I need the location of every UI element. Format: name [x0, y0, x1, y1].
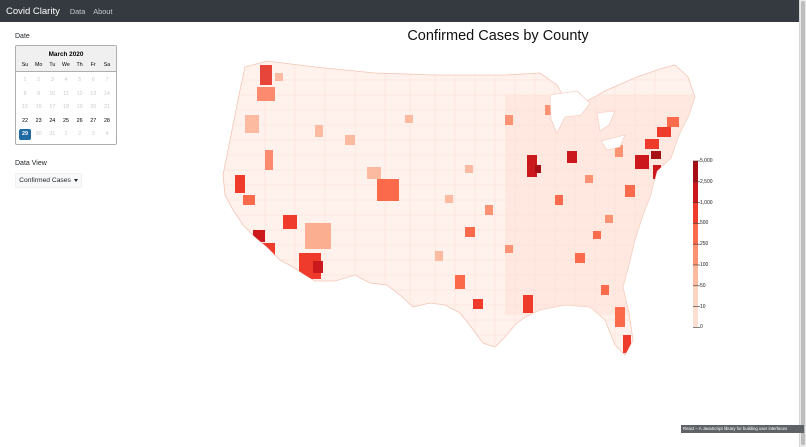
date-picker-week: 1 2 3 4 5 6 7 — [19, 74, 113, 88]
date-day: 5 — [78, 77, 82, 84]
date-day: 1 — [64, 131, 68, 138]
date-day: 13 — [90, 90, 97, 97]
legend-label: 0 — [700, 324, 703, 331]
date-day: 3 — [91, 131, 95, 138]
legend-label: 500 — [700, 220, 709, 227]
date-day: 20 — [90, 104, 97, 111]
date-picker-grid: 1 2 3 4 5 6 7 8 9 10 11 12 13 14 15 16 17 18 19 20 21 22 23 24 2… — [19, 74, 113, 142]
date-day: 21 — [103, 104, 110, 111]
date-day: 19 — [76, 104, 83, 111]
date-day[interactable]: 24 — [49, 117, 56, 124]
data-view-selected: Confirmed Cases — [19, 177, 71, 184]
date-day: 4 — [64, 77, 68, 84]
legend-swatch — [693, 223, 698, 245]
legend-swatch — [693, 244, 698, 265]
legend-label: 100 — [700, 262, 709, 268]
date-day[interactable]: 25 — [62, 117, 69, 124]
date-day: 17 — [49, 104, 56, 111]
map-title: Confirmed Cases by County — [407, 28, 589, 44]
top-navbar: Covid Clarity Data About — [0, 0, 806, 22]
weekday-label: Th — [76, 62, 83, 68]
date-day: 12 — [76, 90, 83, 97]
legend-label: 10 — [700, 303, 706, 310]
date-day: 30 — [35, 131, 42, 138]
county-choropleth-map[interactable] — [205, 55, 705, 370]
date-picker-week: 8 9 10 11 12 13 14 — [19, 88, 113, 102]
date-picker-month: March 2020 — [48, 51, 84, 58]
date-day: 7 — [105, 77, 109, 84]
date-day: 14 — [103, 90, 110, 97]
date-picker: March 2020 Su Mo Tu We Th Fr Sa 1 2 3 4 5 6 7 8 9 10 11 1… — [15, 45, 117, 145]
nav-link-about[interactable]: About — [93, 6, 113, 16]
legend-label: 1,000 — [700, 199, 713, 206]
date-label: Date — [15, 33, 30, 40]
weekday-label: Mo — [34, 62, 43, 68]
vertical-scrollbar[interactable] — [799, 0, 806, 447]
legend-label: 50 — [700, 282, 706, 289]
legend-swatch — [693, 202, 698, 224]
date-picker-week: 22 23 24 25 26 27 28 — [19, 115, 113, 129]
date-picker-week: 15 16 17 18 19 20 21 — [19, 101, 113, 115]
date-day: 16 — [35, 104, 42, 111]
weekday-row: Su Mo Tu We Th Fr Sa — [19, 62, 113, 68]
legend-label: 5,000 — [700, 158, 713, 164]
date-day: 31 — [49, 131, 56, 138]
legend-swatch — [693, 181, 698, 203]
weekday-label: Tu — [49, 62, 56, 68]
legend-label: 250 — [700, 241, 709, 248]
date-day: 10 — [49, 90, 56, 97]
date-day[interactable]: 27 — [90, 117, 97, 124]
date-picker-header: March 2020 Su Mo Tu We Th Fr Sa — [16, 46, 116, 72]
date-day: 9 — [37, 90, 41, 97]
date-day: 2 — [37, 77, 41, 84]
legend-swatch — [693, 265, 698, 286]
date-day: 1 — [23, 77, 27, 84]
brand-link[interactable]: Covid Clarity — [6, 5, 60, 17]
date-day: 6 — [91, 77, 95, 84]
nav-link-data[interactable]: Data — [69, 6, 86, 16]
date-day: 3 — [50, 77, 54, 84]
date-day: 11 — [63, 90, 69, 97]
legend-swatch — [693, 306, 698, 328]
date-day: 4 — [105, 131, 109, 138]
date-day: 18 — [62, 104, 69, 111]
weekday-label: We — [62, 62, 70, 68]
caret-down-icon — [73, 179, 78, 182]
data-view-dropdown[interactable]: Confirmed Cases — [15, 173, 82, 188]
data-view-label: Data View — [15, 160, 47, 167]
legend-swatch — [693, 161, 698, 182]
color-legend: 5,000 2,500 1,000 500 250 100 50 10 0 — [690, 158, 714, 340]
date-day: 8 — [23, 90, 27, 97]
date-day[interactable]: 26 — [76, 117, 83, 124]
footer-tooltip: React – A JavaScript library for buildin… — [681, 425, 804, 433]
legend-color-bar — [693, 160, 700, 328]
legend-label: 2,500 — [700, 178, 713, 185]
weekday-label: Sa — [103, 62, 111, 68]
date-day[interactable]: 22 — [22, 117, 28, 124]
date-day: 15 — [22, 104, 28, 111]
legend-swatch — [693, 285, 698, 307]
weekday-label: Su — [21, 62, 29, 68]
weekday-label: Fr — [90, 62, 96, 68]
date-day[interactable]: 28 — [103, 117, 110, 124]
scrollbar-thumb[interactable] — [801, 1, 805, 445]
date-day: 2 — [78, 131, 82, 138]
date-picker-week: 29 30 31 1 2 3 4 — [19, 128, 113, 142]
date-day-selected[interactable]: 29 — [19, 129, 31, 141]
date-day[interactable]: 23 — [35, 117, 42, 124]
great-lakes — [549, 90, 626, 151]
